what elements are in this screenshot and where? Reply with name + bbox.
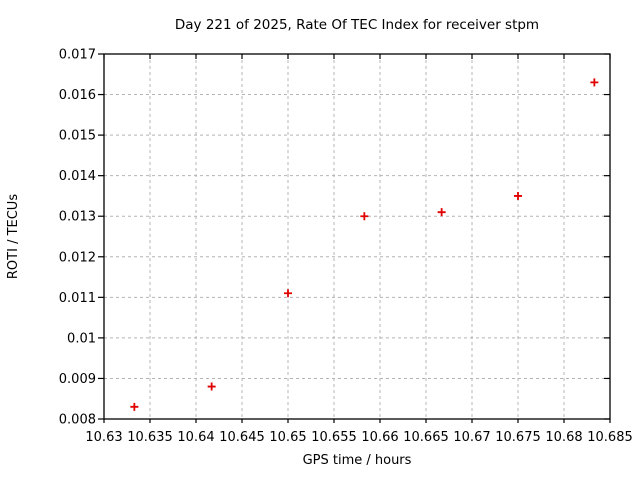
data-point-marker xyxy=(590,78,599,87)
y-tick-label: 0.008 xyxy=(59,413,96,428)
y-tick-label: 0.01 xyxy=(67,331,96,346)
x-tick-label: 10.655 xyxy=(311,430,357,445)
y-tick-label: 0.016 xyxy=(59,88,96,103)
y-tick-label: 0.013 xyxy=(59,210,96,225)
x-tick-label: 10.635 xyxy=(127,430,173,445)
data-point-marker xyxy=(207,382,216,391)
x-tick-label: 10.675 xyxy=(495,430,541,445)
x-tick-label: 10.685 xyxy=(587,430,633,445)
x-tick-label: 10.67 xyxy=(453,430,490,445)
data-point-marker xyxy=(130,402,139,411)
y-tick-label: 0.012 xyxy=(59,250,96,265)
x-tick-label: 10.66 xyxy=(361,430,398,445)
y-tick-label: 0.017 xyxy=(59,48,96,63)
x-axis-label: GPS time / hours xyxy=(302,453,412,468)
x-tick-label: 10.63 xyxy=(85,430,122,445)
plot-border xyxy=(103,53,611,420)
y-tick-label: 0.011 xyxy=(59,291,96,306)
x-tick-label: 10.645 xyxy=(219,430,265,445)
y-tick-label: 0.015 xyxy=(59,129,96,144)
x-tick-label: 10.665 xyxy=(403,430,449,445)
x-tick-label: 10.65 xyxy=(269,430,306,445)
x-tick-label: 10.68 xyxy=(545,430,582,445)
x-tick-label: 10.64 xyxy=(177,430,214,445)
data-point-marker xyxy=(284,289,292,298)
y-tick-label: 0.014 xyxy=(59,169,96,184)
chart-title: Day 221 of 2025, Rate Of TEC Index for r… xyxy=(174,17,540,33)
data-point-marker xyxy=(514,191,522,200)
y-tick-label: 0.009 xyxy=(59,372,96,387)
data-point-marker xyxy=(437,208,446,217)
y-axis-label: ROTI / TECUs xyxy=(6,193,21,280)
data-point-marker xyxy=(360,212,369,221)
